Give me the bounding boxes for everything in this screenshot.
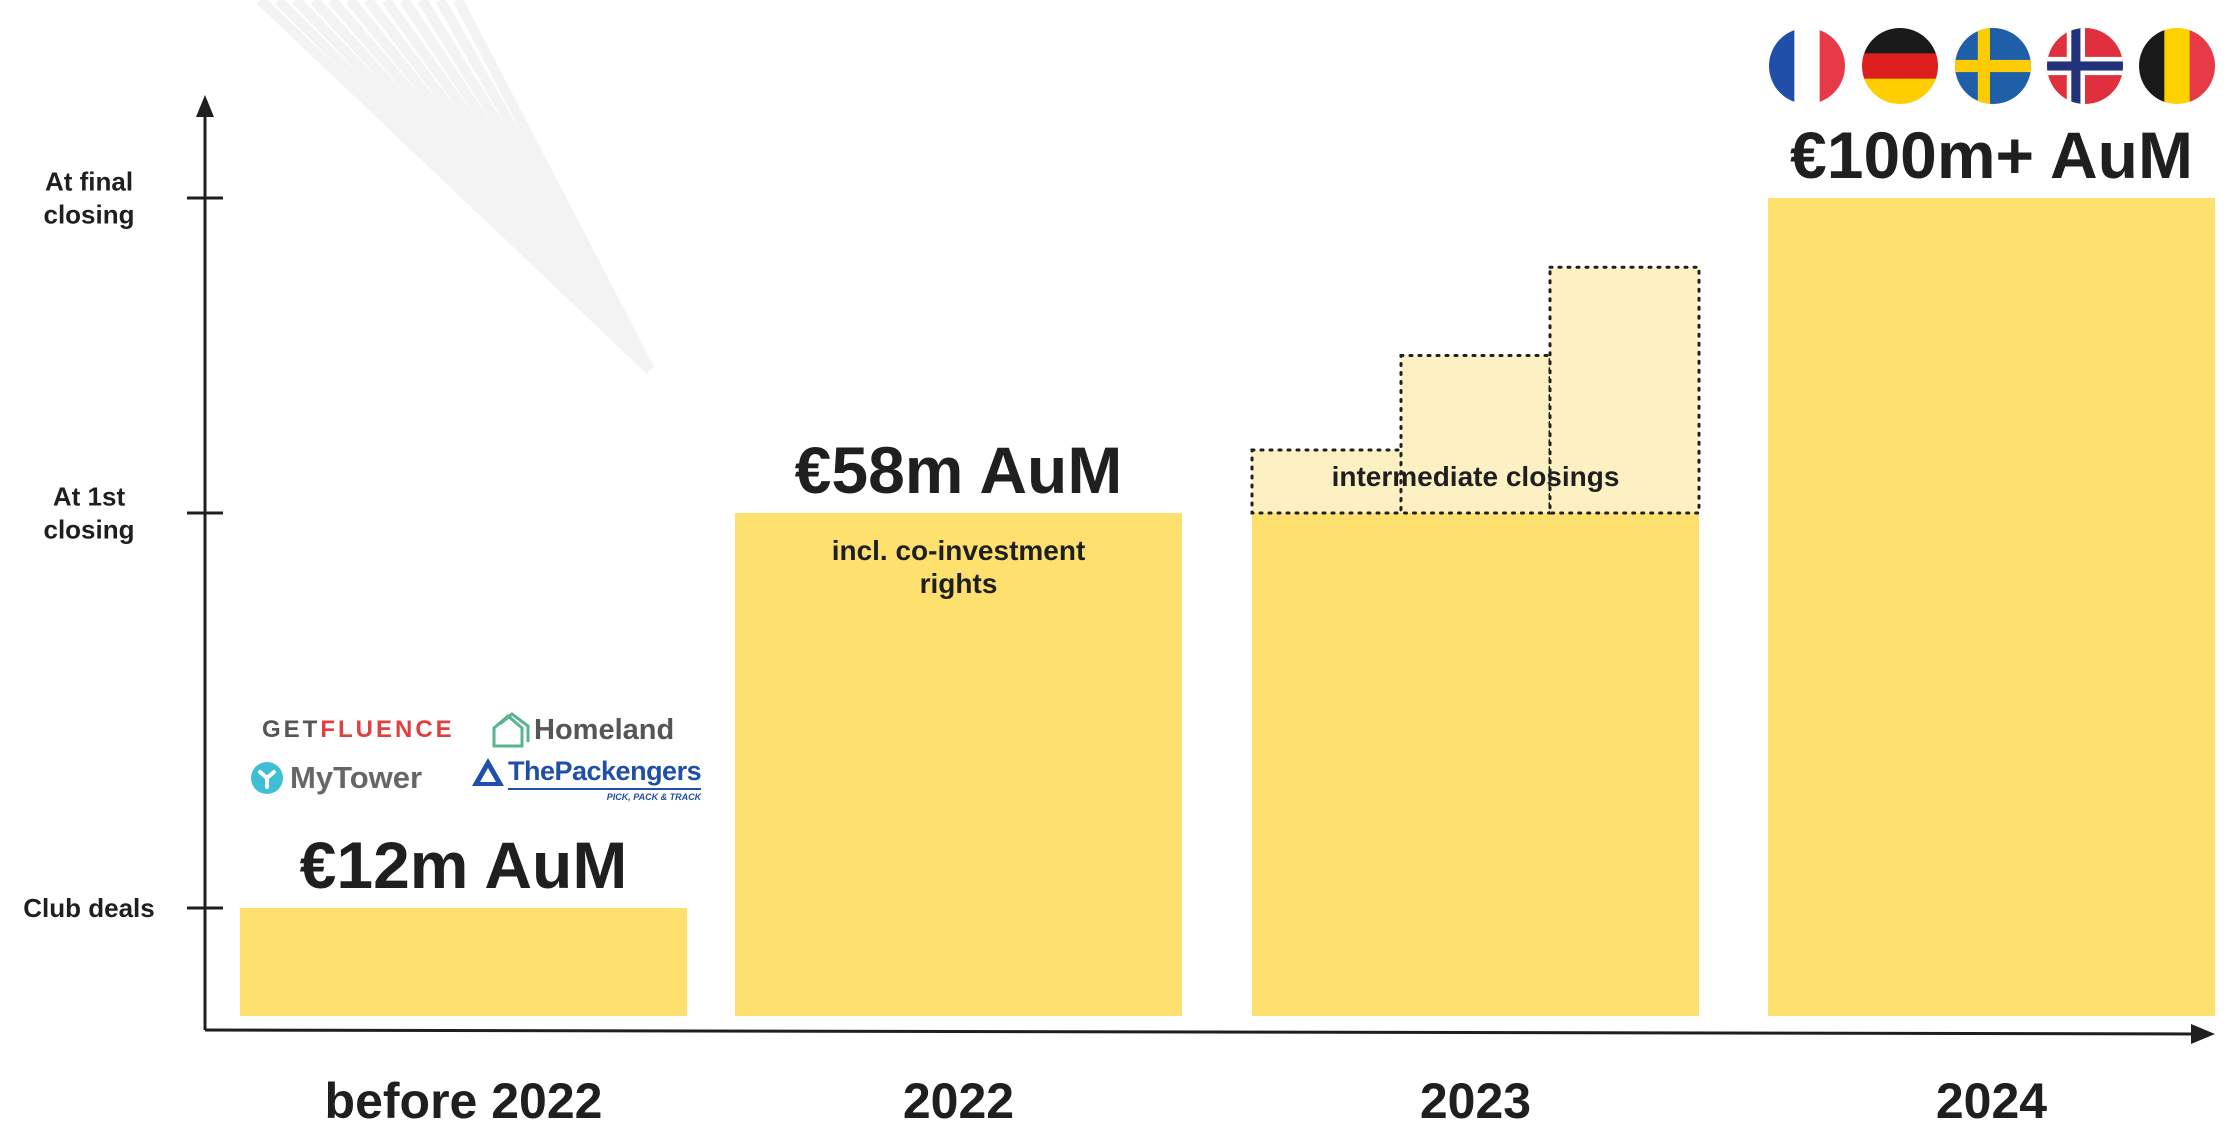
homeland-logo: Homeland <box>490 710 674 750</box>
background-decoration <box>256 0 655 374</box>
getfluence-prefix: GET <box>262 716 321 743</box>
y-tick-label: At final <box>45 167 133 197</box>
bar-2022 <box>735 513 1182 1016</box>
belgium-flag-icon <box>2139 28 2215 104</box>
category-label: before 2022 <box>325 1073 603 1129</box>
bar-2023 <box>1252 513 1699 1016</box>
sweden-flag-icon <box>1955 28 2031 104</box>
thepackengers-wordmark: ThePackengers PICK, PACK & TRACK <box>508 756 702 802</box>
aum-label: €100m+ AuM <box>1790 118 2193 192</box>
background-stripe <box>453 0 655 373</box>
mytower-text: MyTower <box>290 760 423 795</box>
intermediate-closings-label: intermediate closings <box>1332 461 1620 492</box>
bar-note: incl. co-investment <box>832 535 1086 566</box>
intermediate-closing-step <box>1399 354 1552 515</box>
x-axis-arrow <box>2191 1024 2215 1044</box>
y-tick-label: closing <box>43 515 134 545</box>
germany-flag-icon <box>1862 28 1938 104</box>
category-label: 2022 <box>903 1073 1014 1129</box>
x-axis-line <box>204 1028 2196 1036</box>
homeland-house-icon <box>492 712 530 748</box>
france-flag-icon <box>1769 28 1845 104</box>
thepackengers-underline <box>508 788 702 790</box>
bar-note: rights <box>920 568 998 599</box>
mytower-logo: MyTower <box>250 760 422 796</box>
aum-label: €58m AuM <box>795 433 1123 507</box>
bar-before-2022 <box>240 908 687 1016</box>
norway-flag-icon <box>2047 28 2123 104</box>
mytower-circle-icon <box>251 762 283 794</box>
thepackengers-tagline: PICK, PACK & TRACK <box>606 792 702 802</box>
getfluence-suffix: FLUENCE <box>320 716 455 743</box>
category-label: 2023 <box>1420 1073 1531 1129</box>
thepackengers-text: ThePackengers <box>508 756 702 786</box>
y-axis-arrow <box>196 95 214 117</box>
y-tick-label: Club deals <box>23 893 154 923</box>
aum-label: €12m AuM <box>300 828 628 902</box>
thepackengers-triangle-icon <box>472 758 504 786</box>
y-tick-label: At 1st <box>53 482 126 512</box>
bar-2024 <box>1768 198 2215 1016</box>
axes-group <box>187 95 2215 1044</box>
intermediate-closing-step <box>1250 448 1403 515</box>
homeland-text: Homeland <box>534 713 675 746</box>
intermediate-closing-step <box>1548 265 1701 515</box>
thepackengers-logo: ThePackengers PICK, PACK & TRACK <box>470 756 702 802</box>
category-label: 2024 <box>1936 1073 2047 1129</box>
y-tick-label: closing <box>43 200 134 230</box>
getfluence-logo: GETFLUENCE <box>262 716 455 744</box>
bars-group <box>240 198 2215 1016</box>
flags-group <box>1769 28 2215 104</box>
